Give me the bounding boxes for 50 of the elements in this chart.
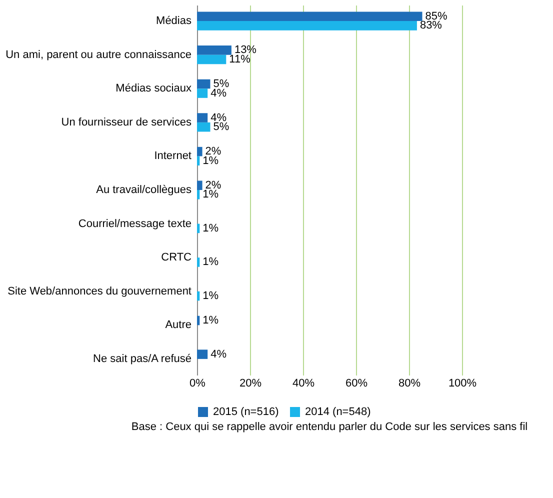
bar	[197, 146, 202, 156]
x-tick-label: 20%	[239, 378, 262, 390]
data-label: 5%	[213, 121, 230, 134]
bar	[197, 122, 210, 132]
x-tick-label: 40%	[292, 378, 315, 390]
bar	[197, 21, 417, 30]
data-label: 1%	[202, 256, 219, 268]
y-tick-label: Internet	[154, 150, 192, 162]
bar	[197, 291, 200, 301]
data-label: 83%	[420, 20, 442, 32]
data-label: 1%	[202, 222, 219, 234]
x-tick-label: 60%	[345, 378, 368, 390]
x-tick-label: 0%	[190, 378, 206, 390]
bar	[197, 88, 208, 98]
y-tick-label: Médias	[156, 15, 192, 28]
data-label: 5%	[213, 78, 230, 90]
y-tick-label: Site Web/annonces du gouvernement	[8, 285, 192, 298]
data-label: 11%	[229, 53, 251, 66]
bar	[197, 190, 200, 200]
legend-label: 2014 (n=548)	[305, 406, 371, 418]
bar	[197, 46, 232, 55]
bar	[197, 316, 200, 326]
y-tick-label: Au travail/collègues	[96, 184, 192, 196]
data-label: 4%	[210, 87, 227, 100]
data-label: 1%	[202, 154, 219, 167]
bar	[197, 258, 200, 267]
bar	[197, 113, 208, 122]
bar	[197, 224, 200, 234]
x-tick-label: 80%	[398, 378, 421, 390]
legend-label: 2015 (n=516)	[213, 406, 279, 418]
y-tick-label: CRTC	[161, 252, 192, 264]
bar	[197, 156, 200, 166]
y-tick-label: Un ami, parent ou autre connaissance	[6, 48, 192, 61]
bar	[197, 180, 202, 190]
bar	[197, 79, 210, 89]
y-tick-label: Courriel/message texte	[78, 218, 192, 230]
data-label: 85%	[425, 10, 448, 22]
y-tick-label: Ne sait pas/A refusé	[93, 352, 192, 365]
y-tick-label: Un fournisseur de services	[61, 116, 192, 128]
y-tick-label: Médias sociaux	[116, 82, 192, 95]
data-label: 1%	[202, 290, 219, 302]
x-tick-label: 100%	[448, 378, 477, 390]
data-label: 1%	[202, 314, 219, 327]
data-label: 4%	[210, 348, 227, 360]
bar	[197, 350, 208, 359]
data-label: 1%	[202, 188, 219, 201]
text: Base : Ceux qui se rappelle avoir entendu parler du Code sur les services sans fil	[131, 421, 528, 433]
bar	[197, 12, 422, 22]
bar	[197, 54, 226, 64]
y-tick-label: Autre	[165, 319, 192, 332]
